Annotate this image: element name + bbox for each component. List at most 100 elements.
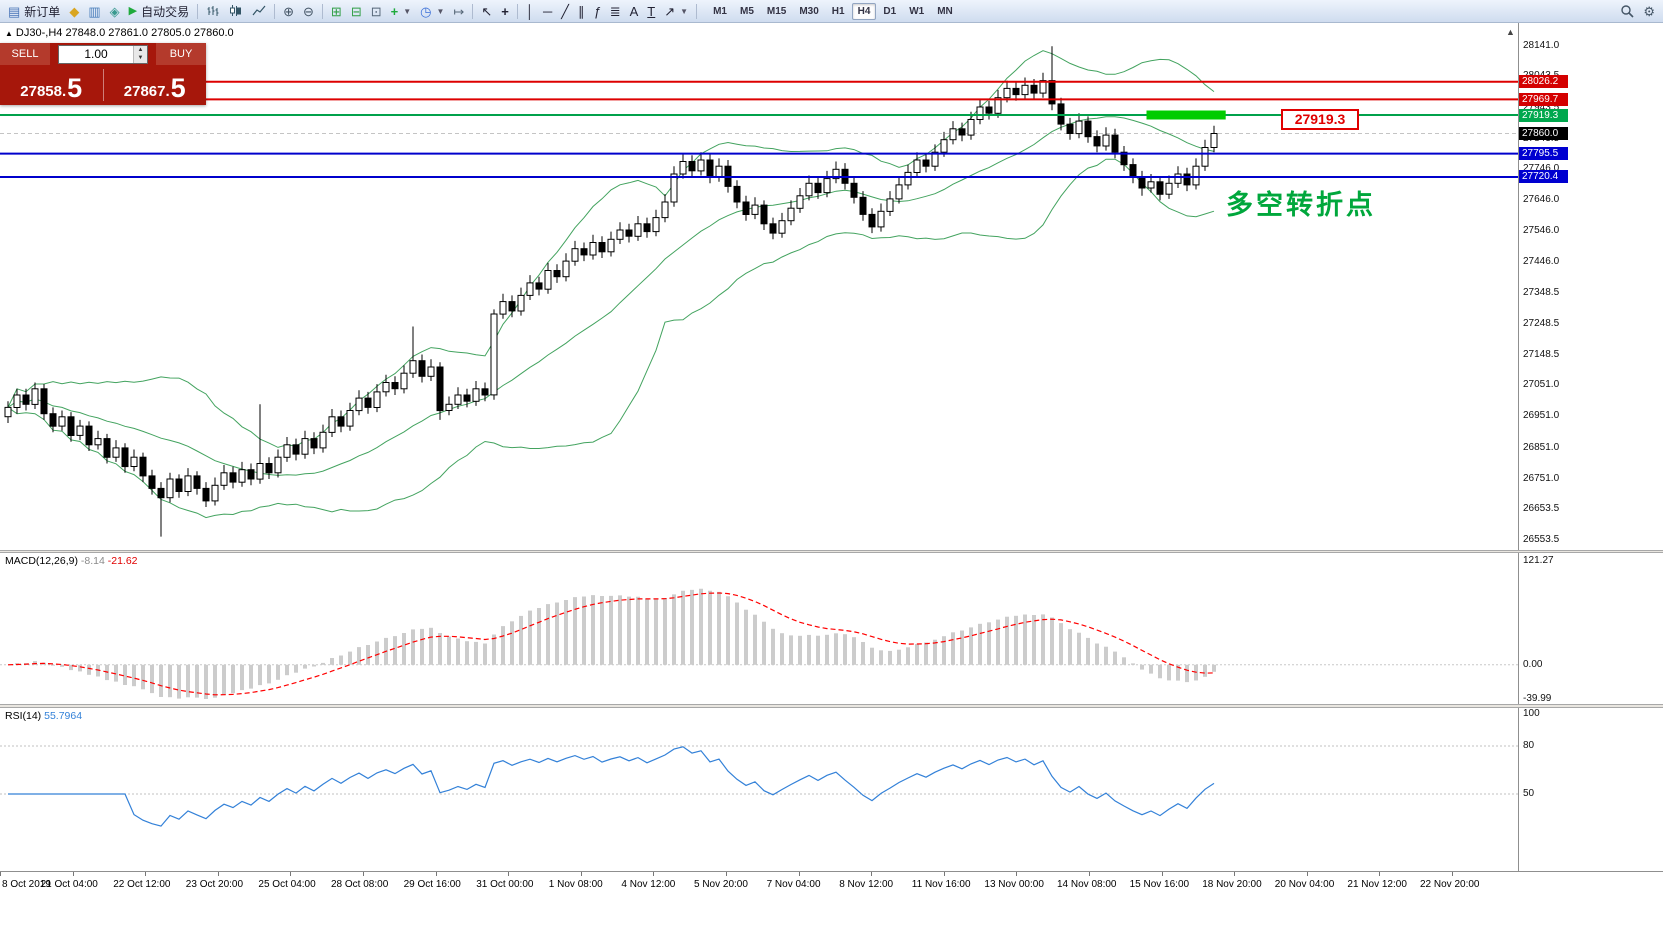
zoom-out-button[interactable]: ⊖ [299, 2, 318, 21]
macd-pane[interactable]: MACD(12,26,9) -8.14 -21.62 121.27 0.00 -39… [0, 553, 1663, 704]
market-watch-button[interactable]: ▥ [84, 2, 104, 21]
rsi-label: RSI(14) 55.7964 [5, 710, 82, 722]
symbol-collapse-icon[interactable]: ▲ [5, 29, 13, 38]
auto-trading-button[interactable]: ▶ 自动交易 [125, 2, 193, 21]
sell-button[interactable]: 27858. 5 [0, 65, 103, 105]
time-axis-tick [580, 872, 582, 876]
time-axis-label: 5 Nov 20:00 [694, 879, 748, 890]
arrange-windows-button[interactable]: ⊡ [367, 2, 386, 21]
crosshair-tool-button[interactable]: + [497, 2, 513, 21]
time-axis-tick [653, 872, 655, 876]
toolbar-separator [696, 3, 698, 19]
time-axis[interactable]: 8 Oct 2019 21 Oct 04:00 22 Oct 12:00 23 Oct… [0, 871, 1663, 900]
navigator-button[interactable]: ◈ [106, 2, 124, 21]
time-axis-tick [798, 872, 800, 876]
tile-windows-icon: ⊞ [330, 3, 342, 19]
zoom-in-button[interactable]: ⊕ [279, 2, 298, 21]
cursor-tool-button[interactable]: ↖ [477, 2, 496, 21]
price-tag: 27795.5 [1519, 147, 1568, 161]
timeframe-button-M15[interactable]: M15 [766, 5, 787, 17]
rsi-chart[interactable] [0, 708, 1518, 871]
trendline-tool-button[interactable]: ╱ [557, 2, 573, 21]
buy-header[interactable]: BUY [156, 43, 206, 65]
price-axis-tick: 27446.0 [1523, 256, 1560, 268]
search-button[interactable] [1616, 2, 1638, 21]
dropdown-arrow-icon: ▼ [403, 6, 412, 16]
fibonacci-tool-button[interactable]: ƒ [589, 2, 604, 21]
chart-shift-button[interactable]: ↦ [449, 2, 468, 21]
timeframe-button-W1[interactable]: W1 [909, 5, 925, 17]
price-annotation-label[interactable]: 27919.3 [1281, 109, 1359, 130]
macd-axis-tick: -39.99 [1523, 693, 1552, 704]
macd-chart[interactable] [0, 553, 1518, 704]
label-tool-button[interactable]: T [643, 2, 659, 21]
buy-button[interactable]: 27867. 5 [104, 65, 207, 105]
sell-header[interactable]: SELL [0, 43, 50, 65]
channel-tool-button[interactable]: ∥ [574, 2, 589, 21]
vertical-line-tool-button[interactable]: │ [522, 2, 538, 21]
spinner-down-icon[interactable]: ▼ [134, 54, 147, 63]
macd-axis-tick: 121.27 [1523, 555, 1554, 566]
time-axis-label: 14 Nov 08:00 [1057, 879, 1117, 890]
timeframe-button-H4[interactable]: H4 [851, 2, 877, 20]
bar-chart-button[interactable] [202, 2, 224, 21]
timeframe-button-H1[interactable]: H1 [831, 5, 845, 17]
spinner-up-icon[interactable]: ▲ [134, 45, 147, 54]
timeframe-button-D1[interactable]: D1 [883, 5, 897, 17]
timeframe-button-M5[interactable]: M5 [739, 5, 754, 17]
text-tool-button[interactable]: A [626, 2, 643, 21]
symbol-info: ▲ DJ30-,H4 27848.0 27861.0 27805.0 27860.… [5, 27, 234, 39]
price-axis-tick: 27943.5 [1523, 101, 1560, 113]
cascade-windows-button[interactable]: ⊟ [347, 2, 366, 21]
time-axis-tick [726, 872, 727, 876]
zoom-out-icon: ⊖ [303, 3, 314, 19]
settings-button[interactable]: ⚙ [1639, 2, 1659, 21]
indicators-button[interactable]: + ▼ [387, 2, 416, 21]
price-axis-tick: 26653.5 [1523, 503, 1560, 515]
timeframe-button-MN[interactable]: MN [937, 5, 953, 17]
arrows-tool-button[interactable]: ↗ ▼ [660, 2, 692, 21]
horizontal-line-tool-button[interactable]: ─ [539, 2, 556, 21]
time-axis-label: 21 Oct 04:00 [40, 879, 98, 890]
time-axis-label: 28 Oct 08:00 [331, 879, 389, 890]
time-axis-label: 4 Nov 12:00 [621, 879, 676, 890]
timeframe-button-M30[interactable]: M30 [799, 5, 819, 17]
sell-price: 27858. [20, 82, 67, 100]
turning-point-note[interactable]: 多空转折点 [1226, 190, 1376, 220]
horizontal-line-icon: ─ [542, 3, 553, 19]
candlestick-chart[interactable] [0, 23, 1518, 550]
pane-splitter[interactable] [0, 704, 1663, 708]
periods-button[interactable]: ◷ ▼ [416, 2, 448, 21]
symbol-ohlc-text: DJ30-,H4 27848.0 27861.0 27805.0 27860.0 [15, 27, 234, 39]
gann-tool-button[interactable]: ≣ [606, 2, 625, 21]
volume-input[interactable] [59, 46, 133, 62]
time-axis-tick [1016, 872, 1018, 876]
dropdown-arrow-icon: ▼ [680, 6, 689, 16]
line-chart-button[interactable] [248, 2, 270, 21]
time-axis-label: 29 Oct 16:00 [403, 879, 461, 890]
macd-axis-tick: 0.00 [1523, 658, 1543, 670]
rsi-value: 55.7964 [44, 710, 83, 722]
main-toolbar: ▤ 新订单 ◆ ▥ ◈ ▶ 自动交易 ⊕ ⊖ [0, 0, 1663, 23]
price-tag: 27860.0 [1519, 127, 1568, 140]
tile-windows-button[interactable]: ⊞ [327, 2, 346, 21]
timeframe-button-M1[interactable]: M1 [713, 5, 727, 17]
auto-scroll-marker-icon[interactable]: ▲ [1506, 27, 1515, 37]
new-order-button[interactable]: ▤ 新订单 [4, 2, 64, 21]
rsi-pane[interactable]: RSI(14) 55.7964 100 80 50 [0, 708, 1663, 871]
price-chart-pane[interactable]: ▲ DJ30-,H4 27848.0 27861.0 27805.0 27860.… [0, 23, 1663, 550]
candlestick-chart-button[interactable] [225, 2, 247, 21]
time-axis-tick [1089, 872, 1090, 876]
time-axis-tick [508, 872, 510, 876]
bar-chart-icon [207, 6, 219, 16]
time-axis-tick [217, 872, 219, 876]
volume-spinner[interactable]: ▲ ▼ [133, 45, 147, 63]
indicators-icon: + [390, 3, 399, 19]
alerts-button[interactable]: ◆ [65, 2, 83, 21]
pane-splitter[interactable] [0, 550, 1663, 553]
channel-icon: ∥ [577, 3, 585, 19]
time-axis-label: 13 Nov 00:00 [984, 879, 1044, 890]
price-axis-tick: 27248.5 [1523, 317, 1560, 329]
rsi-name: RSI(14) [5, 710, 42, 722]
